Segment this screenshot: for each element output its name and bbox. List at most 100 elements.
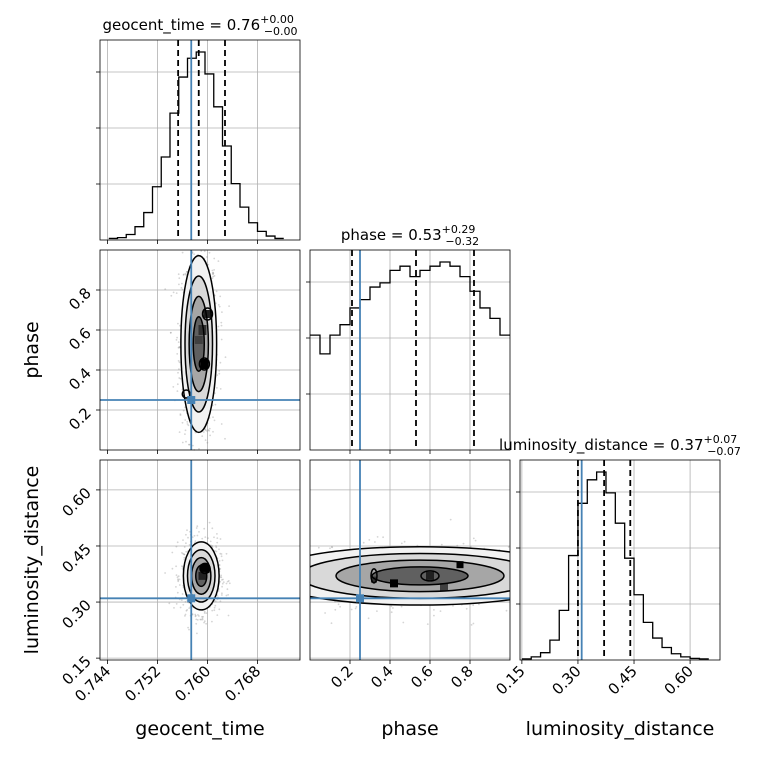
scatter-point [206,430,208,432]
title-main: luminosity_distance = 0.37 [499,436,703,455]
title-main: geocent_time = 0.76 [102,16,260,35]
scatter-point [227,614,230,617]
scatter-point [211,609,214,612]
density-cell [456,561,464,569]
contour-line [184,275,214,413]
scatter-point [213,609,216,612]
scatter-point [181,565,183,568]
scatter-point [178,361,181,364]
scatter-point [207,263,210,266]
scatter-point [220,338,223,341]
scatter-point [183,553,186,556]
scatter-point [211,269,214,272]
scatter-point [227,594,230,596]
contour-line [192,316,205,372]
scatter-point [201,617,204,620]
grid-layer [100,40,720,660]
scatter-point [212,272,215,275]
contour-line [335,559,505,593]
scatter-point [213,606,216,609]
scatter-point [354,607,357,610]
scatter-point [220,423,223,425]
scatter-point [179,414,182,416]
scatter-point [176,390,179,392]
scatter-point [213,536,215,539]
x-tick-label: 0.768 [221,662,264,705]
density-cell [198,571,207,580]
scatter-point [200,618,203,621]
scatter-point [400,542,403,545]
scatter-point [199,618,202,621]
scatter-point [392,607,394,609]
scatter-point [188,544,191,546]
scatter-point [202,615,205,618]
scatter-point [188,628,190,631]
y-axis-label-phase: phase [21,321,43,378]
scatter-point [214,403,217,406]
scatter-point [337,603,340,606]
scatter-point [329,547,331,550]
density-cell [203,310,212,318]
x-tick-label: 0.752 [121,662,164,705]
scatter-point [226,588,229,591]
scatter-point [317,546,320,549]
scatter-point [194,614,197,617]
frames-layer [96,39,721,664]
contour-line [199,562,211,575]
scatter-point [198,615,200,617]
scatter-point [222,581,225,583]
scatter-point [203,621,206,624]
scatter-point [184,272,187,275]
scatter-point [182,409,185,412]
scatter-point [221,594,223,596]
contour-line [201,307,214,321]
scatter-point [198,531,200,533]
panel-frame [99,39,301,241]
scatter-point [179,606,182,609]
scatter-point [212,271,215,274]
scatter-point [213,419,216,422]
scatter-point [213,275,216,277]
scatter-point [179,413,182,415]
scatter-point [175,586,177,588]
x-tick-label: 0.30 [548,662,584,698]
x-tick-label: 0.8 [447,662,477,692]
scatter-point [181,282,183,285]
scatter-point [211,527,214,530]
scatter-point [203,610,206,613]
scatter-point [196,632,198,635]
scatter-point [213,269,216,271]
scatter-point [202,431,205,433]
scatter-point [216,614,219,616]
scatter-point [185,273,187,276]
scatter-point [182,539,184,541]
contour-line [188,295,210,393]
scatter-point [195,527,198,529]
scatter-point [339,605,341,608]
text-layer: 0.744 0.752 0.760 0.768 0.2 0.4 0.6 0.8 0.15 0.30… [21,13,741,740]
contour-line [182,541,220,611]
panel-frame [99,249,301,451]
scatter-point [212,416,214,419]
scatter-point [176,353,179,355]
scatter-point [178,368,180,370]
scatter-point [201,615,203,618]
y-tick-label: 0.30 [58,596,94,632]
scatter-point [212,275,215,278]
scatter-point [474,539,477,542]
scatter-point [211,620,213,623]
scatter-point [215,290,218,293]
scatter-point [195,618,198,621]
scatter-point [221,559,224,562]
title-luminosity-distance: luminosity_distance = 0.37+0.07 −0.07 [499,433,741,458]
scatter-point [182,552,184,555]
x-axis-label-geocent-time: geocent_time [135,718,264,740]
scatter-point [216,541,219,544]
scatter-point [439,610,442,612]
scatter-point [212,273,214,276]
scatter-point [221,585,224,588]
scatter-point [181,552,183,554]
scatter-point [164,572,167,574]
scatter-point [217,325,220,328]
scatter-point [171,567,174,570]
